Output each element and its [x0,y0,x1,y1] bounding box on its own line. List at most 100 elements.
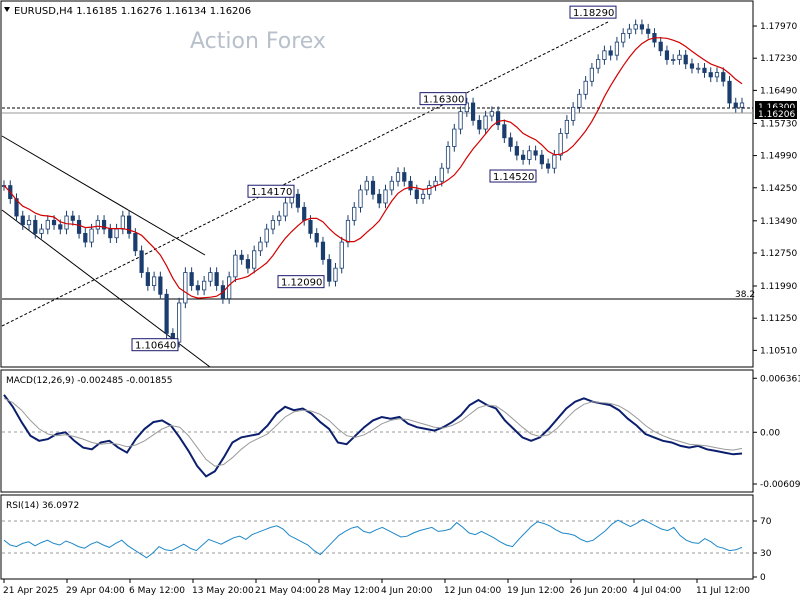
candle-body [664,50,670,60]
time-axis: 21 Apr 2025 29 Apr 04:00 6 May 12:00 13 May… [3,579,750,596]
macd-signal-line [3,397,743,467]
candle-body [671,59,676,61]
price-annotation-labels: 1.18290 1.16300 1.14170 1.14520 1.12090 1.106… [131,5,617,352]
price-layer [1,19,745,348]
candle-body [621,33,626,43]
price-tick-label: 1.14990 [760,152,797,162]
rsi-header: RSI(14) 36.0972 [6,501,79,511]
candle-body [64,215,69,230]
candle-body [120,215,125,230]
candle-body [101,219,107,230]
fib-label: 38.2 [735,290,755,300]
candle-body [364,180,369,191]
candle-body [208,272,213,282]
time-tick-label: 13 May 20:00 [192,586,254,596]
candle-body [233,254,238,278]
uptrend-dashed-line [1,21,609,327]
candle-body [683,54,688,65]
time-tick-label: 11 Jul 12:00 [696,586,750,596]
candle-body [189,272,194,286]
candle-body [427,185,432,195]
rsi-panel-frame [0,494,754,580]
time-tick-label: 4 Jun 20:00 [381,586,433,596]
candle-body [464,102,469,113]
candle-body [602,50,607,60]
price-axis: 1.17970 1.17230 1.16490 1.15730 1.14990 1.142… [753,22,797,356]
macd-header: MACD(12,26,9) -0.002485 -0.001855 [6,376,172,386]
candle-body [70,215,75,221]
price-tick-label: 1.16490 [760,86,797,96]
price-annotation: 1.18290 [569,5,617,19]
candle-body [83,233,88,243]
candle-body [133,233,138,252]
candle-body [283,202,288,217]
candle-body [439,167,444,182]
price-annotation: 1.10640 [131,338,179,352]
candle-body [383,189,388,204]
time-tick-label: 21 Apr 2025 [3,586,59,596]
candle-body [627,28,632,34]
time-tick-label: 26 Jun 20:00 [570,586,627,596]
candle-body [252,250,257,269]
candle-body [577,93,582,108]
candle-body [733,102,738,108]
candle-body [202,280,207,291]
macd-layer [3,394,743,478]
macd-tick-label: 0.006361 [760,374,800,384]
candle-body [420,193,426,200]
rsi-tick-label: 70 [760,517,772,527]
candle-body [639,24,645,30]
candle-body [145,272,150,286]
candle-body [214,272,219,286]
price-panel-frame [0,0,754,368]
candle-body [433,180,438,186]
price-tick-label: 1.11990 [760,282,797,292]
candle-body [89,228,94,243]
candle-body [14,198,19,217]
candle-body [571,106,576,121]
candle-body [402,172,407,182]
candle-body [227,276,232,300]
candle-body [95,219,100,230]
candle-body [151,276,157,286]
candle-body [589,67,595,82]
candle-body [721,72,726,82]
rsi-tick-label: 0 [760,573,766,583]
rsi-layer [3,518,743,559]
candle-body [658,41,663,52]
candle-body [646,28,651,34]
candle-body [158,276,163,295]
price-tick-label: 1.12750 [760,249,797,259]
price-annotation-text: 1.14520 [493,172,534,183]
rsi-tick-label: 30 [760,549,772,559]
candle-body [264,228,269,243]
candle-body [408,180,413,191]
macd-axis: 0.006361 0.00 -0.006092 [753,374,800,490]
candle-body [564,119,569,134]
price-tick-label: 1.10510 [760,346,797,356]
time-tick-label: 12 Jun 04:00 [444,586,501,596]
price-tick-label: 1.17970 [760,22,797,32]
macd-macd-line [3,394,743,478]
price-tick-label: 1.14250 [760,184,797,194]
candle-body [452,128,457,147]
candle-body [345,219,351,243]
price-annotation-text: 1.10640 [135,341,176,352]
candle-body [477,119,482,130]
candle-body [114,228,119,239]
macd-panel-frame [0,369,754,493]
rsi-line [3,518,743,559]
candle-body [370,180,376,195]
candle-body [26,219,32,226]
candle-body [39,228,44,234]
candle-body [614,41,620,56]
collapse-triangle-icon[interactable] [4,7,10,12]
candle-body [245,259,251,269]
candle-body [195,285,200,291]
candle-body [20,215,25,226]
candle-body [520,154,526,160]
candle-body [258,241,263,252]
candle-body [708,72,713,78]
candle-body [739,102,745,108]
candle-body [702,67,707,73]
